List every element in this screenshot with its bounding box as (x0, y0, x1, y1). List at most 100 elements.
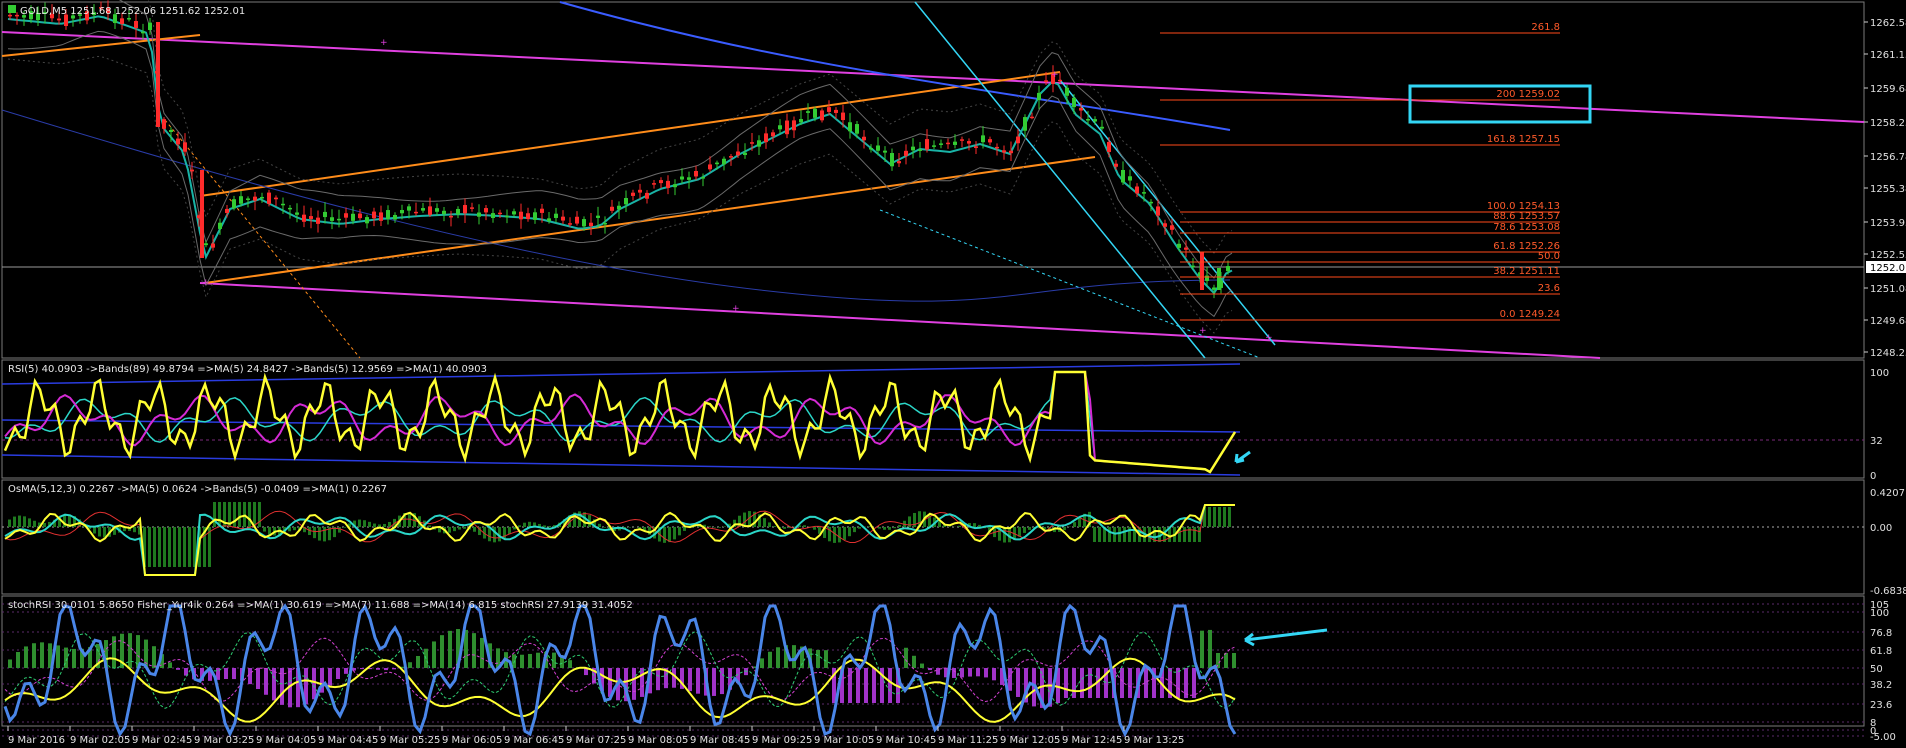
osma-histogram-bar (1048, 527, 1051, 531)
candle-bear (568, 223, 572, 225)
stoch-histogram-bar (848, 668, 852, 703)
candle-bear (156, 22, 160, 127)
candle-bear (526, 213, 530, 220)
osma-panel[interactable]: OsMA(5,12,3) 0.2267 ->MA(5) 0.0624 ->Ban… (1, 479, 1865, 595)
osma-histogram-bar (168, 527, 171, 567)
candle-bull (701, 177, 705, 179)
stoch-histogram-bar (1128, 668, 1132, 698)
candle-bull (1177, 243, 1181, 248)
stoch-histogram-bar (312, 668, 316, 700)
osma-histogram-bar (438, 527, 441, 533)
stoch-histogram-bar (688, 668, 692, 692)
rsi-panel[interactable]: RSI(5) 40.0903 ->Bands(89) 49.8794 =>MA(… (1, 359, 1865, 479)
fib-label-f1618: 161.8 1257.15 (1487, 134, 1560, 145)
target-zone-box[interactable] (1408, 84, 1592, 124)
time-axis-label: 9 Mar 08:45 (690, 735, 750, 746)
candles[interactable]: + + + + + + (8, 0, 1273, 343)
osma-histogram-bar (8, 519, 11, 527)
stoch-histogram-bar (800, 646, 804, 668)
candle-bear (995, 146, 999, 149)
stoch-histogram-bar (1144, 668, 1148, 698)
stoch-histogram-bar (960, 668, 964, 678)
candle-bear (750, 142, 754, 144)
osma-histogram-bar (973, 523, 976, 527)
stochrsi-axis-label: 8 (1870, 718, 1876, 729)
stoch-histogram-bar (768, 651, 772, 668)
stoch-histogram-bar (592, 668, 596, 684)
stoch-histogram-bar (232, 668, 236, 680)
candle-bear (99, 7, 103, 9)
rsi-axis-label: 100 (1870, 368, 1889, 379)
stoch-histogram-bar (864, 668, 868, 703)
candle-bull (43, 12, 47, 14)
osma-histogram-bar (1153, 527, 1156, 542)
osma-histogram-bar (493, 527, 496, 543)
candle-bear (267, 192, 271, 204)
osma-histogram-bar (898, 525, 901, 527)
candle-bear (120, 18, 124, 24)
candle-bull (169, 129, 173, 133)
fibonacci-levels[interactable]: 261.8 200 1259.02 161.8 1257.15 100.0 1254.… (1160, 22, 1560, 321)
stochrsi-panel-frame (1, 595, 1865, 727)
osma-histogram-bar (508, 527, 511, 535)
stochrsi-panel[interactable]: stochRSI 30.0101 5.8650 Fisher_Yur4ik 0.… (1, 595, 1865, 738)
candle-bear (414, 211, 418, 214)
bollinger-lower (7, 30, 1233, 318)
candle-bull (435, 208, 439, 212)
osma-histogram-bar (143, 527, 146, 567)
stoch-histogram-bar (1232, 653, 1236, 668)
stochrsi-axis-label: 38.2 (1870, 680, 1892, 691)
candle-bear (1163, 223, 1167, 227)
stoch-histogram-bar (304, 668, 308, 705)
osma-histogram-bar (368, 521, 371, 527)
osma-histogram-bar (773, 526, 776, 527)
candle-bull (806, 111, 810, 113)
channel-lower-line (199, 282, 1601, 359)
osma-histogram-bar (248, 502, 251, 527)
stoch-histogram-bar (376, 668, 380, 670)
current-price-marker: 1252.01 (1866, 261, 1906, 274)
candle-bear (225, 208, 229, 213)
osma-histogram-bar (783, 527, 786, 529)
osma-histogram-bar (528, 521, 531, 527)
osma-histogram-bar (1203, 507, 1206, 527)
osma-histogram-bar (133, 527, 136, 533)
osma-histogram-bar (73, 516, 76, 527)
stoch-histogram-bar (600, 668, 604, 692)
osma-histogram-bar (683, 527, 686, 531)
osma-histogram-bar (1213, 507, 1216, 527)
stoch-histogram-bar (712, 668, 716, 696)
candle-bull (890, 153, 894, 167)
osma-histogram-bar (638, 527, 641, 529)
osma-histogram-bar (1193, 527, 1196, 542)
candle-bull (869, 148, 873, 150)
osma-histogram-bar (43, 522, 46, 527)
stoch-histogram-bar (720, 668, 724, 695)
osma-histogram-bar (28, 518, 31, 527)
osma-histogram-bar (988, 527, 991, 533)
osma-histogram-bar (1198, 527, 1201, 542)
stoch-histogram-bar (952, 668, 956, 678)
pivot-marker: + (380, 38, 388, 48)
candle-bull (1086, 119, 1090, 121)
stoch-histogram-bar (144, 639, 148, 668)
current-price-box (1866, 261, 1906, 273)
stoch-histogram-bar (736, 668, 740, 684)
candle-bull (407, 206, 411, 211)
osma-histogram-bar (853, 527, 856, 533)
candle-bear (988, 139, 992, 143)
price-axis-label: 1262.58 (1870, 18, 1906, 29)
osma-histogram-bar (1028, 527, 1031, 530)
time-axis-label: 9 Mar 08:05 (628, 735, 688, 746)
osma-histogram-bar (23, 516, 26, 527)
osma-axis: 0.4207 0.00 -0.6838 (1870, 488, 1906, 597)
stoch-histogram-bar (176, 668, 180, 670)
stoch-histogram-bar (456, 629, 460, 668)
stoch-histogram-bar (1024, 668, 1028, 703)
price-panel[interactable]: + + + + + + 261.8 200 1259.02 161.8 1257.15 100.… (1, 0, 1865, 359)
stoch-histogram-bar (656, 668, 660, 691)
stoch-histogram-bar (1008, 668, 1012, 691)
candle-bull (855, 124, 859, 134)
candle-bull (1128, 176, 1132, 181)
